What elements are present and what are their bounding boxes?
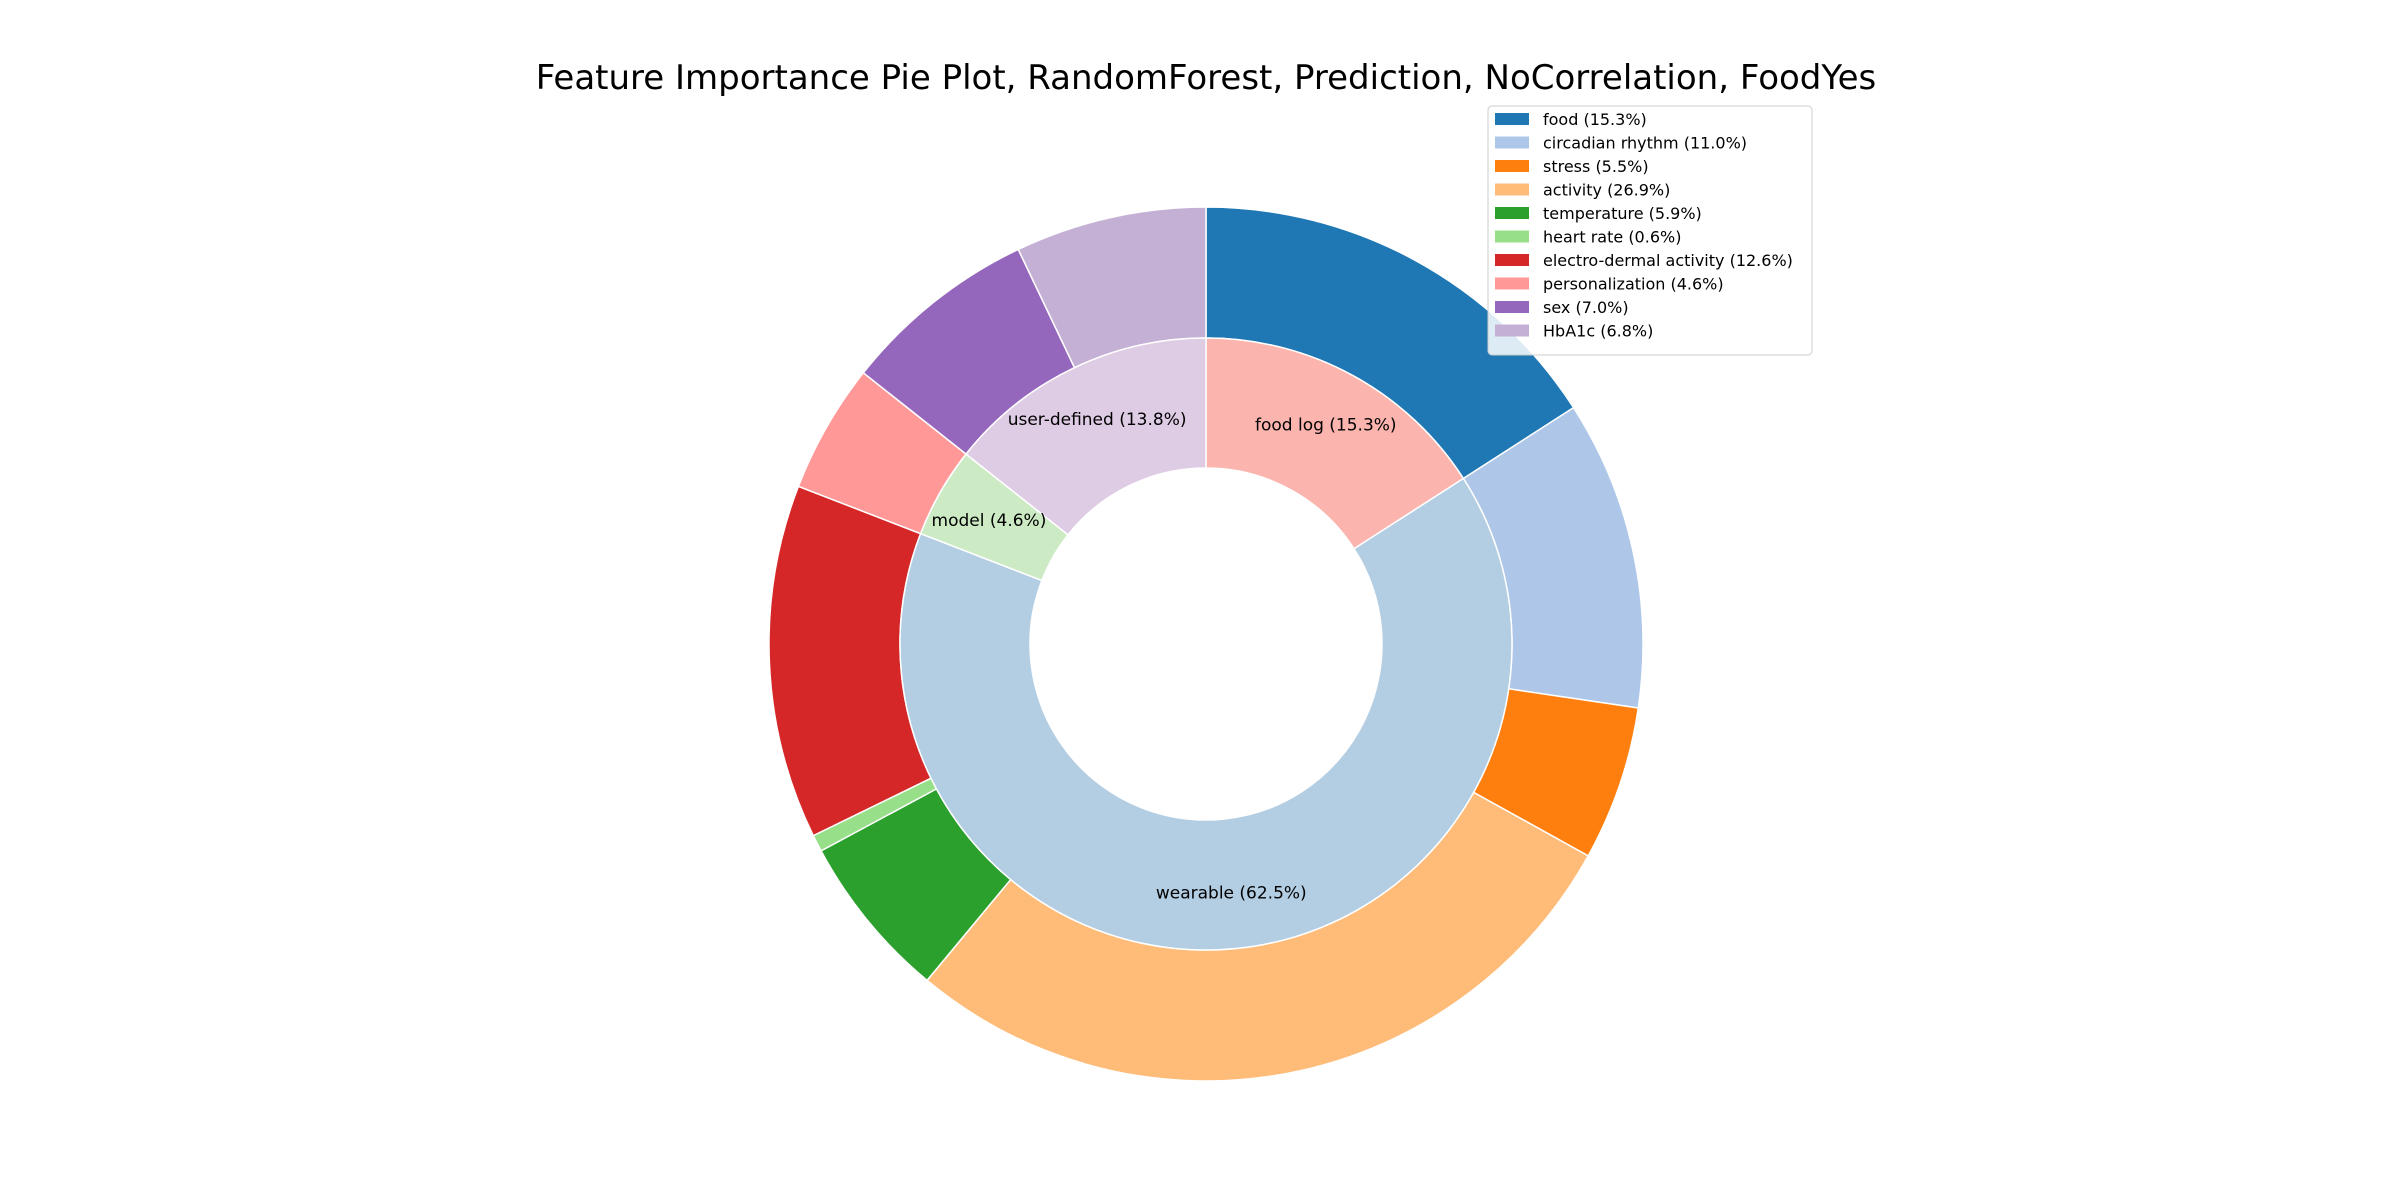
legend-swatch-stress (1495, 160, 1529, 172)
legend-label-activity: activity (26.9%) (1543, 181, 1670, 200)
legend-swatch-hba1c (1495, 324, 1529, 337)
legend-label-heart-rate: heart rate (0.6%) (1543, 228, 1681, 247)
legend-swatch-electro-dermal-activity (1495, 254, 1529, 266)
legend-swatch-personalization (1495, 277, 1529, 290)
chart-title: Feature Importance Pie Plot, RandomFores… (536, 58, 1877, 98)
inner-label-food-log: food log (15.3%) (1255, 416, 1397, 436)
inner-ring (899, 337, 1513, 951)
legend-label-hba1c: HbA1c (6.8%) (1543, 322, 1653, 341)
legend: food (15.3%) circadian rhythm (11.0%) stre… (1487, 105, 1813, 356)
legend-label-food: food (15.3%) (1543, 110, 1647, 129)
legend-swatch-activity (1495, 183, 1529, 196)
inner-label-wearable: wearable (62.5%) (1156, 884, 1307, 904)
inner-wedge-wearable (899, 477, 1513, 951)
legend-label-personalization: personalization (4.6%) (1543, 275, 1724, 294)
legend-label-circadian-rhythm: circadian rhythm (11.0%) (1543, 134, 1747, 153)
legend-swatch-sex (1495, 301, 1529, 313)
outer-ring (768, 206, 1644, 1082)
legend-label-electro-dermal-activity: electro-dermal activity (12.6%) (1543, 251, 1793, 270)
legend-label-sex: sex (7.0%) (1543, 298, 1629, 317)
inner-ring-labels: food log (15.3%) wearable (62.5%) model (4… (932, 410, 1397, 904)
inner-label-model: model (4.6%) (932, 511, 1047, 531)
inner-wedge-user-defined (964, 337, 1207, 536)
legend-label-temperature: temperature (5.9%) (1543, 204, 1702, 223)
legend-swatch-circadian-rhythm (1495, 136, 1529, 149)
legend-swatch-food (1495, 113, 1529, 125)
inner-wedge-food-log (1205, 337, 1465, 550)
legend-swatch-heart-rate (1495, 230, 1529, 243)
inner-label-user-defined: user-defined (13.8%) (1008, 410, 1187, 430)
legend-box (1487, 105, 1813, 356)
legend-label-stress: stress (5.5%) (1543, 157, 1649, 176)
legend-swatch-temperature (1495, 207, 1529, 219)
